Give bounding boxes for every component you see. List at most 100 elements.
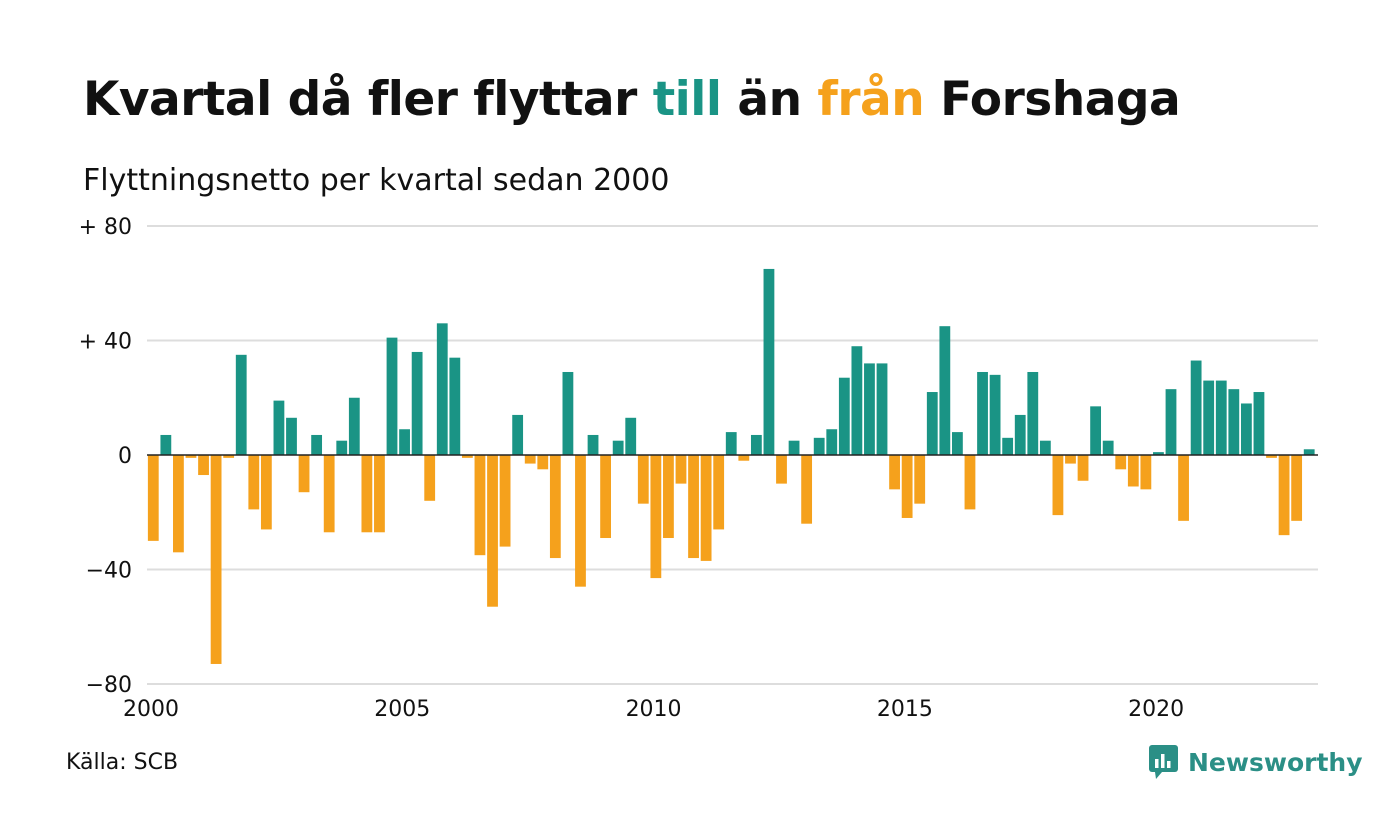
bar (273, 400, 285, 455)
bar (1052, 455, 1064, 516)
bar (1102, 440, 1114, 455)
bar (1303, 449, 1315, 455)
bar (1039, 440, 1051, 455)
bar (926, 392, 938, 455)
y-tick-label: 0 (118, 444, 132, 469)
chart-subtitle: Flyttningsnetto per kvartal sedan 2000 (83, 163, 670, 198)
bar (549, 455, 561, 559)
x-tick-label: 2005 (374, 697, 430, 722)
bar (939, 326, 951, 455)
bar (386, 337, 398, 455)
x-tick-label: 2020 (1128, 697, 1184, 722)
y-tick-label: −40 (86, 559, 132, 584)
bar (499, 455, 511, 547)
bar (512, 414, 524, 455)
bar (1278, 455, 1290, 536)
x-tick-label: 2010 (626, 697, 682, 722)
bar (838, 377, 850, 455)
bar (1115, 455, 1127, 470)
bar (336, 440, 348, 455)
bar (1215, 380, 1227, 455)
bar (977, 371, 988, 455)
bar (1291, 455, 1303, 521)
bar (914, 455, 926, 504)
grid-lines (147, 225, 1318, 685)
bar (487, 455, 498, 607)
bar (1077, 455, 1089, 481)
bar (524, 455, 536, 464)
bar (1127, 455, 1139, 487)
title-part-2: än (721, 72, 818, 127)
bar (763, 268, 775, 455)
bar (801, 455, 813, 524)
bar (424, 455, 436, 501)
bar (361, 455, 373, 533)
bar (1228, 389, 1240, 455)
bar (311, 434, 323, 455)
source-note: Källa: SCB (66, 750, 179, 775)
bar (675, 455, 687, 484)
y-tick-label: + 40 (79, 330, 132, 355)
x-tick-label: 2015 (877, 697, 933, 722)
chart-title: Kvartal då fler flyttar till än från For… (83, 72, 1181, 127)
bar (1014, 414, 1026, 455)
bar (323, 455, 335, 533)
bar (474, 455, 486, 556)
bar (725, 432, 737, 455)
bar (826, 429, 838, 455)
bar (1140, 455, 1152, 490)
bar (750, 434, 762, 455)
bar (461, 455, 473, 458)
bar (399, 429, 410, 455)
bar (1027, 371, 1039, 455)
bar (185, 455, 197, 458)
bar (600, 455, 612, 539)
bar (663, 455, 674, 539)
bar (348, 397, 360, 455)
bar (637, 455, 649, 504)
logo-text: Newsworthy (1188, 747, 1363, 777)
bar (788, 440, 800, 455)
bar (411, 351, 423, 455)
bar (864, 363, 875, 455)
bar (248, 455, 260, 510)
bar (562, 371, 574, 455)
bar (889, 455, 900, 490)
bar (625, 417, 637, 455)
bar (587, 434, 599, 455)
bar (374, 455, 385, 533)
bar (876, 363, 888, 455)
bar (650, 455, 662, 579)
bar (1203, 380, 1215, 455)
bar (147, 455, 159, 541)
bar (210, 455, 222, 664)
bar (776, 455, 787, 484)
bar (198, 455, 209, 476)
bar (688, 455, 699, 559)
bar (1165, 389, 1177, 455)
y-tick-label: −80 (86, 673, 132, 698)
bar (1090, 406, 1102, 455)
bar (436, 323, 448, 455)
bar (713, 455, 725, 530)
bar (1178, 455, 1189, 521)
bar (298, 455, 310, 493)
bars (147, 268, 1315, 664)
bar (1002, 437, 1014, 455)
bar (1266, 455, 1277, 458)
bar (612, 440, 624, 455)
bar (1065, 455, 1076, 464)
bar (1240, 403, 1252, 455)
bar (1253, 392, 1265, 455)
x-tick-label: 2000 (123, 697, 179, 722)
title-till: till (652, 72, 722, 127)
bar (738, 455, 750, 461)
bar (951, 432, 963, 455)
bar (537, 455, 549, 470)
bar (286, 417, 297, 455)
bar (1190, 360, 1202, 455)
bar (449, 357, 461, 455)
title-fran: från (817, 72, 925, 127)
